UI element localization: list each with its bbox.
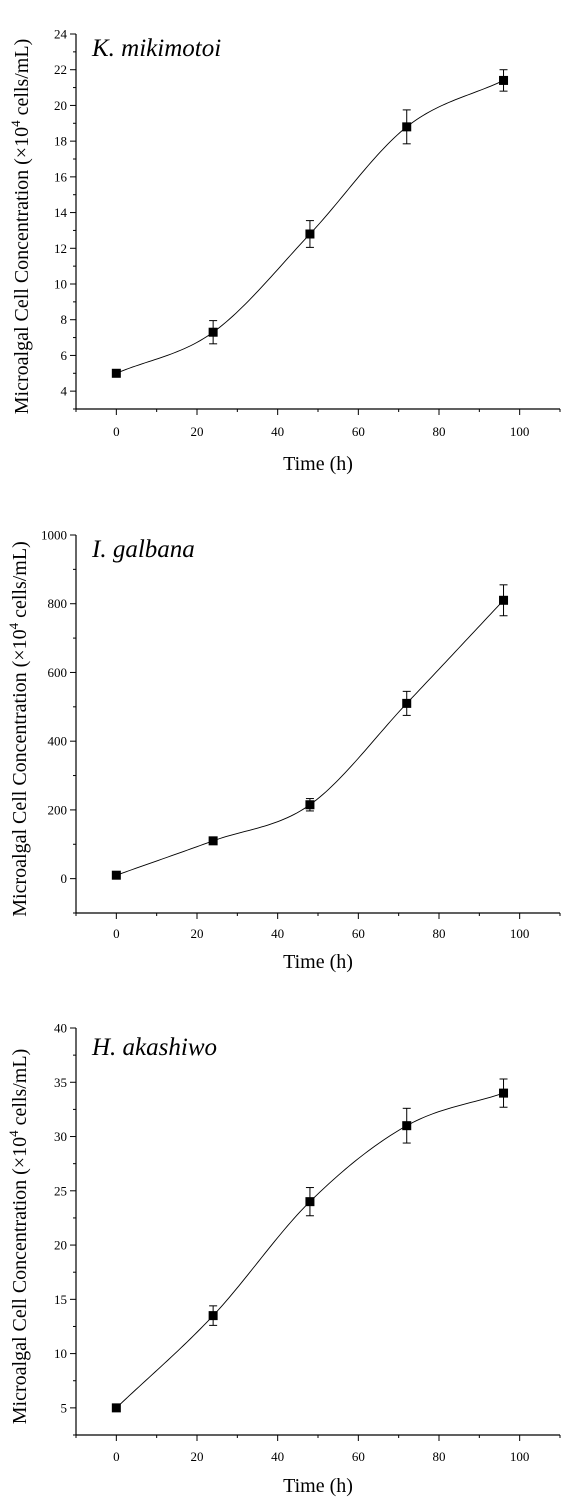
data-point — [402, 698, 412, 708]
data-point — [305, 1197, 315, 1207]
y-tick-label: 15 — [54, 1292, 67, 1307]
panel-title: K. mikimotoi — [91, 35, 221, 62]
x-tick-label: 80 — [433, 424, 446, 439]
x-tick-label: 80 — [433, 926, 446, 941]
y-tick-label: 5 — [61, 1400, 68, 1415]
x-tick-label: 100 — [510, 424, 530, 439]
data-point — [402, 122, 412, 132]
x-tick-label: 100 — [510, 926, 530, 941]
data-point — [402, 1121, 412, 1131]
x-tick-label: 60 — [352, 926, 365, 941]
y-axis-title: Microalgal Cell Concentration (×104 cell… — [6, 1049, 31, 1424]
y-tick-label: 10 — [54, 1346, 67, 1361]
y-tick-label: 40 — [54, 1021, 67, 1036]
data-point — [499, 75, 509, 85]
x-tick-label: 20 — [191, 926, 204, 941]
y-tick-label: 4 — [61, 384, 68, 399]
panel-k-mikimotoi: 0 20 40 60 80 100 4 6 8 10 12 14 16 18 20 22 24 Time (h) M… — [8, 27, 561, 475]
x-tick-label: 0 — [113, 1449, 120, 1464]
x-tick-label: 0 — [113, 926, 120, 941]
panel-title: H. akashiwo — [91, 1034, 217, 1061]
x-tick-label: 40 — [271, 926, 284, 941]
x-tick-label: 20 — [191, 1449, 204, 1464]
data-point — [305, 800, 315, 810]
y-axis-title-superscript: 4 — [6, 622, 21, 629]
fit-curve — [116, 1092, 504, 1409]
y-axis-title-superscript: 4 — [8, 120, 23, 127]
fit-curve — [116, 599, 504, 876]
y-tick-label: 25 — [54, 1183, 67, 1198]
y-axis-title-superscript: 4 — [6, 1130, 21, 1137]
data-point — [208, 327, 218, 337]
y-tick-label: 16 — [54, 169, 68, 184]
y-tick-label: 18 — [54, 134, 67, 149]
y-tick-label: 800 — [48, 596, 68, 611]
y-axis-title-tail: cells/mL) — [9, 541, 31, 623]
x-axis-title: Time (h) — [283, 951, 353, 973]
y-tick-label: 6 — [61, 348, 68, 363]
y-tick-label: 1000 — [41, 528, 67, 543]
data-point — [208, 836, 218, 846]
x-tick-label: 40 — [271, 424, 284, 439]
y-axis-title: Microalgal Cell Concentration (×104 cell… — [6, 541, 31, 916]
y-tick-label: 200 — [48, 802, 68, 817]
y-tick-label: 35 — [54, 1075, 67, 1090]
data-point — [111, 870, 121, 880]
x-tick-label: 60 — [352, 424, 365, 439]
panel-title: I. galbana — [91, 536, 195, 563]
x-tick-label: 0 — [113, 424, 120, 439]
y-tick-label: 24 — [54, 27, 68, 42]
x-axis-title: Time (h) — [283, 1475, 353, 1497]
x-tick-label: 100 — [510, 1449, 530, 1464]
x-tick-label: 80 — [433, 1449, 446, 1464]
data-point — [499, 1088, 509, 1098]
y-tick-label: 0 — [61, 871, 68, 886]
data-point — [305, 229, 315, 239]
y-axis-title: Microalgal Cell Concentration (×104 cell… — [8, 39, 33, 414]
y-tick-label: 600 — [48, 665, 68, 680]
y-axis-title-tail: cells/mL) — [11, 39, 33, 121]
data-point — [208, 1311, 218, 1321]
y-tick-label: 20 — [54, 98, 67, 113]
y-tick-label: 10 — [54, 277, 67, 292]
y-tick-label: 12 — [54, 241, 67, 256]
y-axis-title-main: Microalgal Cell Concentration (×10 — [11, 127, 33, 414]
x-tick-label: 60 — [352, 1449, 365, 1464]
data-point — [499, 595, 509, 605]
data-point — [111, 368, 121, 378]
y-axis-title-main: Microalgal Cell Concentration (×10 — [9, 629, 31, 916]
y-tick-label: 30 — [54, 1129, 67, 1144]
y-axis-title-tail: cells/mL) — [9, 1049, 31, 1131]
y-tick-label: 14 — [54, 205, 68, 220]
y-tick-label: 20 — [54, 1238, 67, 1253]
data-point — [111, 1403, 121, 1413]
y-tick-label: 400 — [48, 734, 68, 749]
y-axis-title-main: Microalgal Cell Concentration (×10 — [9, 1137, 31, 1424]
x-axis-title: Time (h) — [283, 453, 353, 475]
x-tick-label: 40 — [271, 1449, 284, 1464]
panel-h-akashiwo: 0 20 40 60 80 100 5 10 15 20 25 30 35 40 Time (h) Micro… — [6, 1021, 561, 1497]
y-tick-label: 22 — [54, 62, 67, 77]
y-tick-label: 8 — [61, 312, 68, 327]
x-tick-label: 20 — [191, 424, 204, 439]
